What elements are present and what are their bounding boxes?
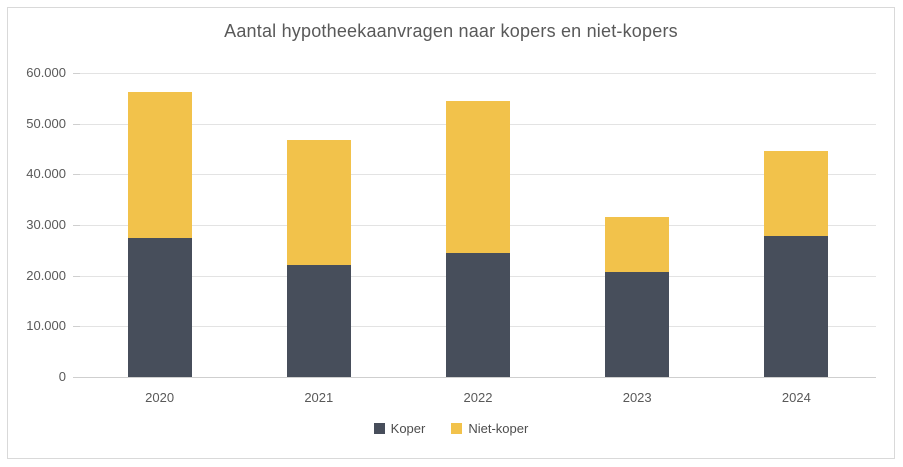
gridline-60.000 [80, 73, 876, 74]
bar-segment-2021-koper [286, 264, 351, 377]
y-axis-label-0: 0 [58, 369, 66, 384]
y-axis-tick [73, 225, 80, 226]
y-axis-tick [73, 174, 80, 176]
chart-title: Aantal hypotheekaanvragen naar kopers en… [224, 21, 678, 41]
plot-area [80, 73, 876, 378]
y-axis-label-60.000: 60.000 [26, 65, 66, 80]
y-axis-tick [73, 326, 80, 328]
x-axis-label-2023: 2023 [622, 390, 652, 405]
y-axis-label-10.000: 10.000 [26, 318, 66, 334]
x-axis-label-2024: 2024 [781, 390, 811, 405]
y-axis-label-20.000: 20.000 [26, 267, 66, 283]
y-axis-label-50.000: 50.000 [26, 115, 66, 131]
y-axis-label-30.000: 30.000 [26, 217, 66, 232]
bar-segment-2020-niet-koper [127, 91, 192, 238]
y-axis-tick [73, 377, 80, 378]
y-axis-tick [73, 275, 80, 277]
bar-segment-2021-niet-koper [286, 139, 351, 265]
x-axis-label-2020: 2020 [145, 390, 175, 405]
y-axis-tick [73, 73, 80, 74]
bar-segment-2020-koper [127, 237, 192, 377]
bar-segment-2023-niet-koper [605, 216, 670, 272]
bar-segment-2023-koper [605, 271, 670, 377]
legend-swatch-koper [373, 423, 385, 434]
legend-item-niet-koper: Niet-koper [451, 421, 528, 436]
legend-label-niet-koper: Niet-koper [468, 421, 529, 436]
bar-segment-2022-koper [446, 252, 510, 377]
bar-segment-2024-niet-koper [764, 150, 829, 237]
y-axis-tick [73, 123, 80, 125]
bar-segment-2024-koper [764, 236, 829, 377]
legend-item-koper: Koper [373, 421, 426, 436]
legend-swatch-niet-koper [451, 423, 463, 434]
legend: Koper Niet-koper [8, 421, 894, 436]
x-axis-label-2022: 2022 [463, 390, 493, 405]
y-axis-label-40.000: 40.000 [26, 166, 66, 182]
chart-frame: Aantal hypotheekaanvragen naar kopers en… [7, 7, 895, 459]
legend-label-koper: Koper [390, 421, 426, 436]
bar-segment-2022-niet-koper [446, 100, 510, 253]
x-axis-label-2021: 2021 [304, 390, 334, 405]
